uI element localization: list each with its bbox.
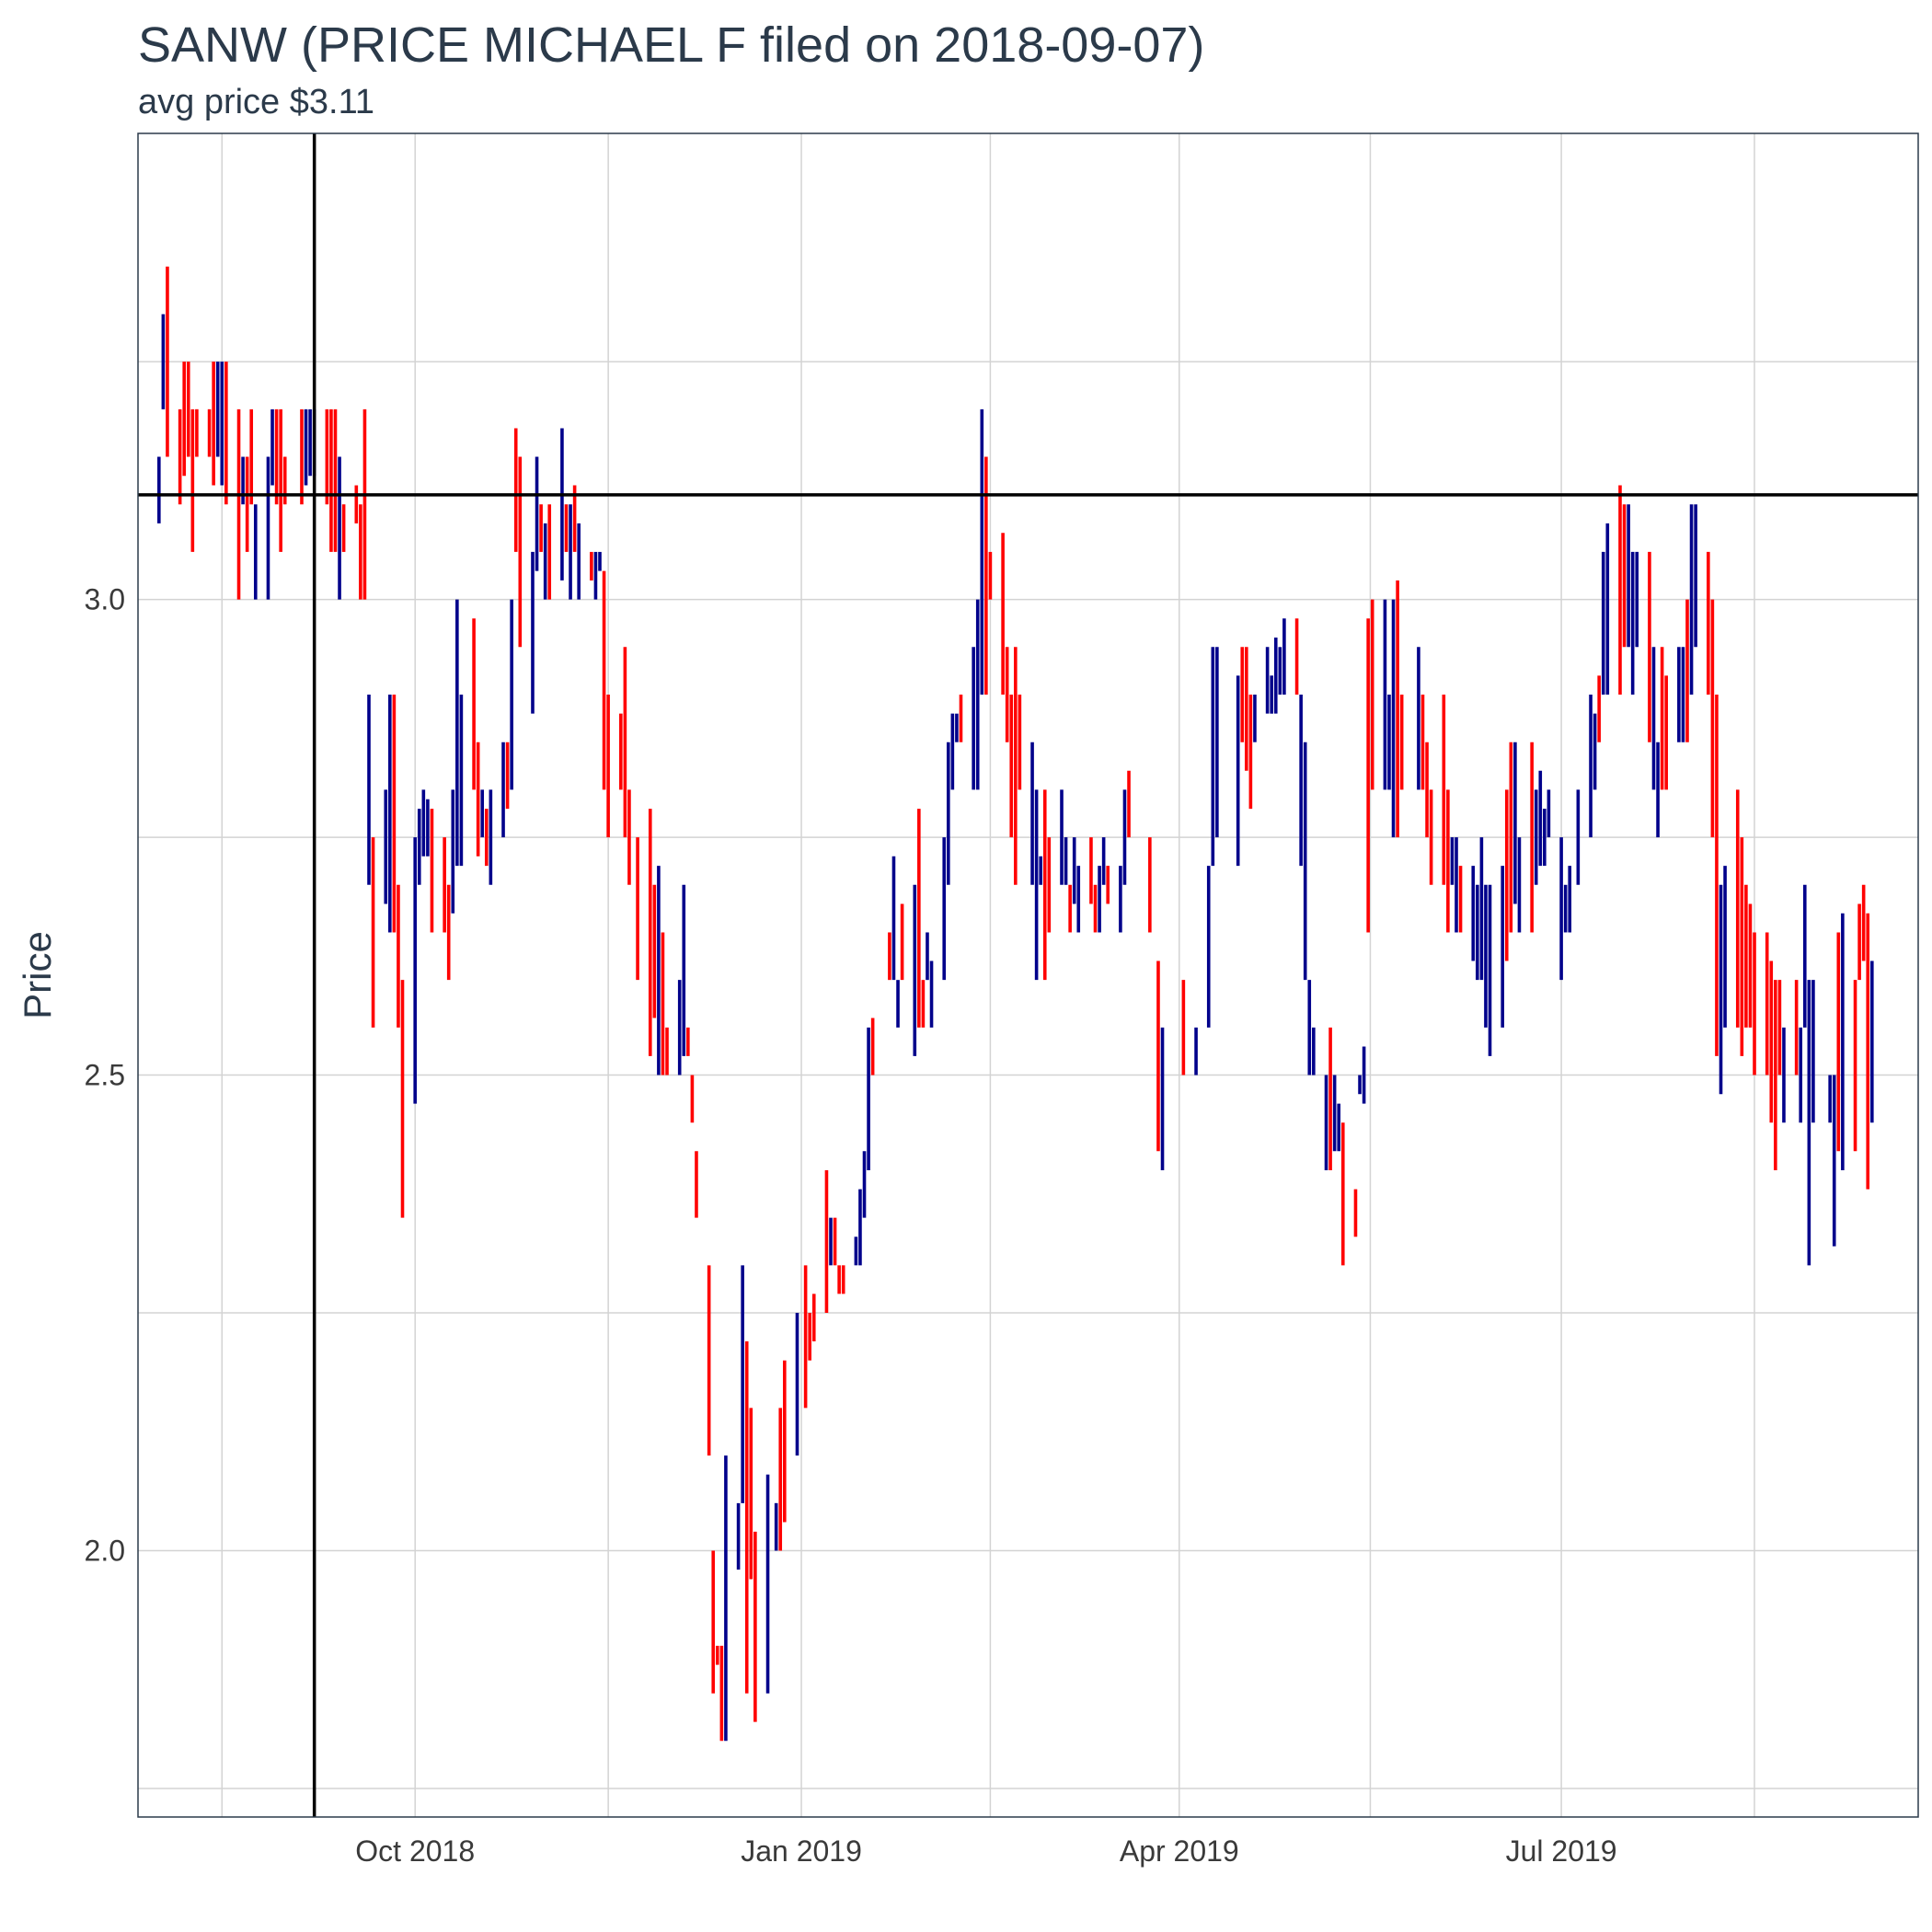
x-tick-label: Apr 2019 [1120,1834,1239,1868]
y-tick-label: 2.5 [85,1059,125,1092]
panel-border [137,132,1919,1818]
axis-labels: 2.0 2.5 3.0 Oct 2018 Jan 2019 Apr 2019 Jul 201… [85,583,1617,1868]
y-tick-label: 2.0 [85,1535,125,1568]
x-tick-label: Oct 2018 [355,1834,475,1868]
chart-title: SANW (PRICE MICHAEL F filed on 2018-09-0… [138,17,1205,73]
x-tick-label: Jan 2019 [741,1834,862,1868]
grid-layer [138,133,1918,1817]
reference-lines [138,133,1918,1817]
x-tick-label: Jul 2019 [1506,1834,1617,1868]
y-axis-title: Price [16,931,59,1019]
price-bars [157,266,1874,1742]
chart-subtitle: avg price $3.11 [138,83,375,121]
y-tick-label: 3.0 [85,583,125,616]
